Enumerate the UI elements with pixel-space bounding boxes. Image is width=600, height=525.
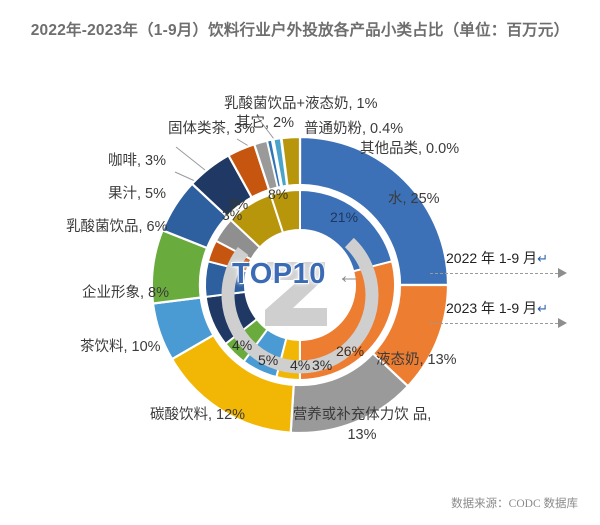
annotation-inner-arrowhead-icon — [558, 318, 567, 328]
label-corporate-image: 企业形象, 8% — [82, 285, 170, 301]
label-juice: 果汁, 5% — [108, 186, 167, 202]
label-solid-tea: 固体类茶, 3% — [168, 121, 256, 137]
page-title: 2022年-2023年（1-9月）饮料行业户外投放各产品小类占比（单位：百万元） — [30, 22, 570, 39]
data-source-note: 数据来源：CODC 数据库 — [451, 498, 578, 510]
inner-value-carbonated: 4% — [290, 357, 311, 373]
center-left-arrow-icon: ← — [337, 262, 361, 289]
label-coffee: 咖啡, 3% — [108, 153, 167, 169]
inner-value-others: 8% — [268, 186, 289, 202]
annotation-outer-line — [430, 273, 558, 274]
inner-value-tea-drink: 5% — [258, 352, 279, 368]
annotation-inner-return-icon: ↵ — [537, 301, 548, 316]
label-nutrition: 营养或补充体力饮 品, 13% — [292, 407, 432, 443]
annotation-inner-year-text: 2023 年 1-9 月 — [446, 300, 538, 316]
inner-value-corporate: 4% — [232, 337, 253, 353]
inner-value-solid-tea: 3% — [228, 196, 249, 212]
outer-slice-lactic-plus-milk — [272, 137, 289, 188]
label-liquid-milk: 液态奶, 13% — [376, 352, 457, 368]
label-lactic-plus-milk: 乳酸菌饮品+液态奶, 1% — [224, 96, 378, 112]
label-tea-drink: 茶饮料, 10% — [80, 339, 161, 355]
center-top10-label: TOP10 — [232, 258, 326, 290]
annotation-inner-year: 2023 年 1-9 月↵ — [446, 298, 548, 318]
annotation-outer-return-icon: ↵ — [537, 251, 548, 266]
inner-value-coffee: 3% — [222, 207, 243, 223]
inner-value-nutrition: 3% — [312, 357, 333, 373]
inner-value-liquid-milk: 26% — [336, 343, 365, 359]
outer-slice-milk-powder — [265, 138, 283, 189]
annotation-inner-line — [430, 323, 558, 324]
annotation-outer-year-text: 2022 年 1-9 月 — [446, 250, 538, 266]
label-lactic-drink: 乳酸菌饮品, 6% — [66, 219, 168, 235]
annotation-outer-arrowhead-icon — [558, 268, 567, 278]
annotation-outer-year: 2022 年 1-9 月↵ — [446, 248, 548, 268]
label-water: 水, 25% — [388, 191, 440, 207]
label-milk-powder: 普通奶粉, 0.4% — [304, 121, 404, 137]
label-other-category: 其他品类, 0.0% — [360, 141, 460, 157]
label-carbonated: 碳酸饮料, 12% — [150, 407, 246, 423]
label-others: 其它, 2% — [236, 115, 295, 131]
inner-value-water: 21% — [330, 209, 359, 225]
